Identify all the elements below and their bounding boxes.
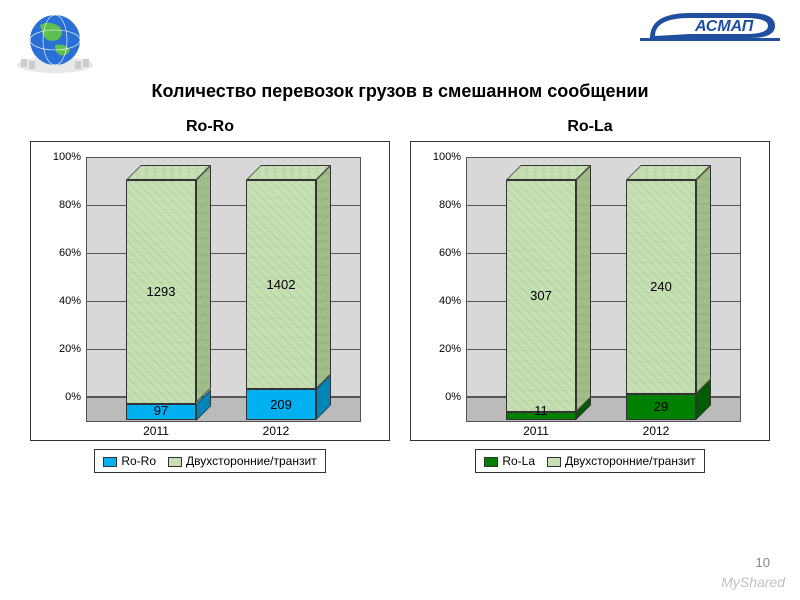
- legend-label: Ro-Ro: [121, 454, 156, 468]
- brand-logo: АСМАП: [640, 8, 780, 58]
- y-axis-label: 20%: [421, 343, 461, 355]
- svg-text:АСМАП: АСМАП: [694, 18, 754, 35]
- y-axis-label: 0%: [41, 391, 81, 403]
- y-axis-label: 60%: [41, 247, 81, 259]
- page-number: 10: [756, 555, 770, 570]
- legend-item: Двухсторонние/транзит: [168, 454, 317, 468]
- bar-bottom-value: 209: [246, 397, 316, 412]
- legend-label: Двухсторонние/транзит: [186, 454, 317, 468]
- watermark: MyShared: [721, 574, 785, 590]
- bar-top-value: 1402: [246, 277, 316, 292]
- main-title: Количество перевозок грузов в смешанном …: [0, 80, 800, 103]
- y-axis-label: 40%: [421, 295, 461, 307]
- bar-bottom-value: 29: [626, 399, 696, 414]
- bar-top-value: 1293: [126, 284, 196, 299]
- x-axis-label: 2011: [126, 424, 186, 438]
- bar-top-value: 307: [506, 288, 576, 303]
- y-axis-label: 100%: [41, 151, 81, 163]
- chart-right-area: 0% 20% 40% 60% 80% 100% 2011 11 307 2012 29 240: [410, 141, 770, 441]
- legend-item: Двухсторонние/транзит: [547, 454, 696, 468]
- charts-container: Ro-Ro 0% 20% 40% 60% 80% 100% 2011 97 1293 2012 20…: [0, 118, 800, 473]
- legend-label: Двухсторонние/транзит: [565, 454, 696, 468]
- globe-icon: [15, 5, 95, 80]
- y-axis-label: 0%: [421, 391, 461, 403]
- legend-item: Ro-La: [484, 454, 535, 468]
- x-axis-label: 2012: [626, 424, 686, 438]
- y-axis-label: 20%: [41, 343, 81, 355]
- bar-bottom-value: 97: [126, 403, 196, 418]
- chart-left-legend: Ro-Ro Двухсторонние/транзит: [94, 449, 325, 473]
- x-axis-label: 2011: [506, 424, 566, 438]
- y-axis-label: 80%: [41, 199, 81, 211]
- chart-left-block: Ro-Ro 0% 20% 40% 60% 80% 100% 2011 97 1293 2012 20…: [30, 118, 390, 473]
- chart-left-subtitle: Ro-Ro: [30, 118, 390, 136]
- chart-right-block: Ro-La 0% 20% 40% 60% 80% 100% 2011 11 307 2012 29 2…: [410, 118, 770, 473]
- legend-label: Ro-La: [502, 454, 535, 468]
- y-axis-label: 80%: [421, 199, 461, 211]
- chart-right-legend: Ro-La Двухсторонние/транзит: [475, 449, 704, 473]
- x-axis-label: 2012: [246, 424, 306, 438]
- chart-right-subtitle: Ro-La: [410, 118, 770, 136]
- y-axis-label: 60%: [421, 247, 461, 259]
- y-axis-label: 100%: [421, 151, 461, 163]
- header: АСМАП: [0, 0, 800, 60]
- bar-top-value: 240: [626, 279, 696, 294]
- bar-bottom-value: 11: [506, 403, 576, 418]
- legend-item: Ro-Ro: [103, 454, 156, 468]
- chart-left-area: 0% 20% 40% 60% 80% 100% 2011 97 1293 2012 209 1402: [30, 141, 390, 441]
- y-axis-label: 40%: [41, 295, 81, 307]
